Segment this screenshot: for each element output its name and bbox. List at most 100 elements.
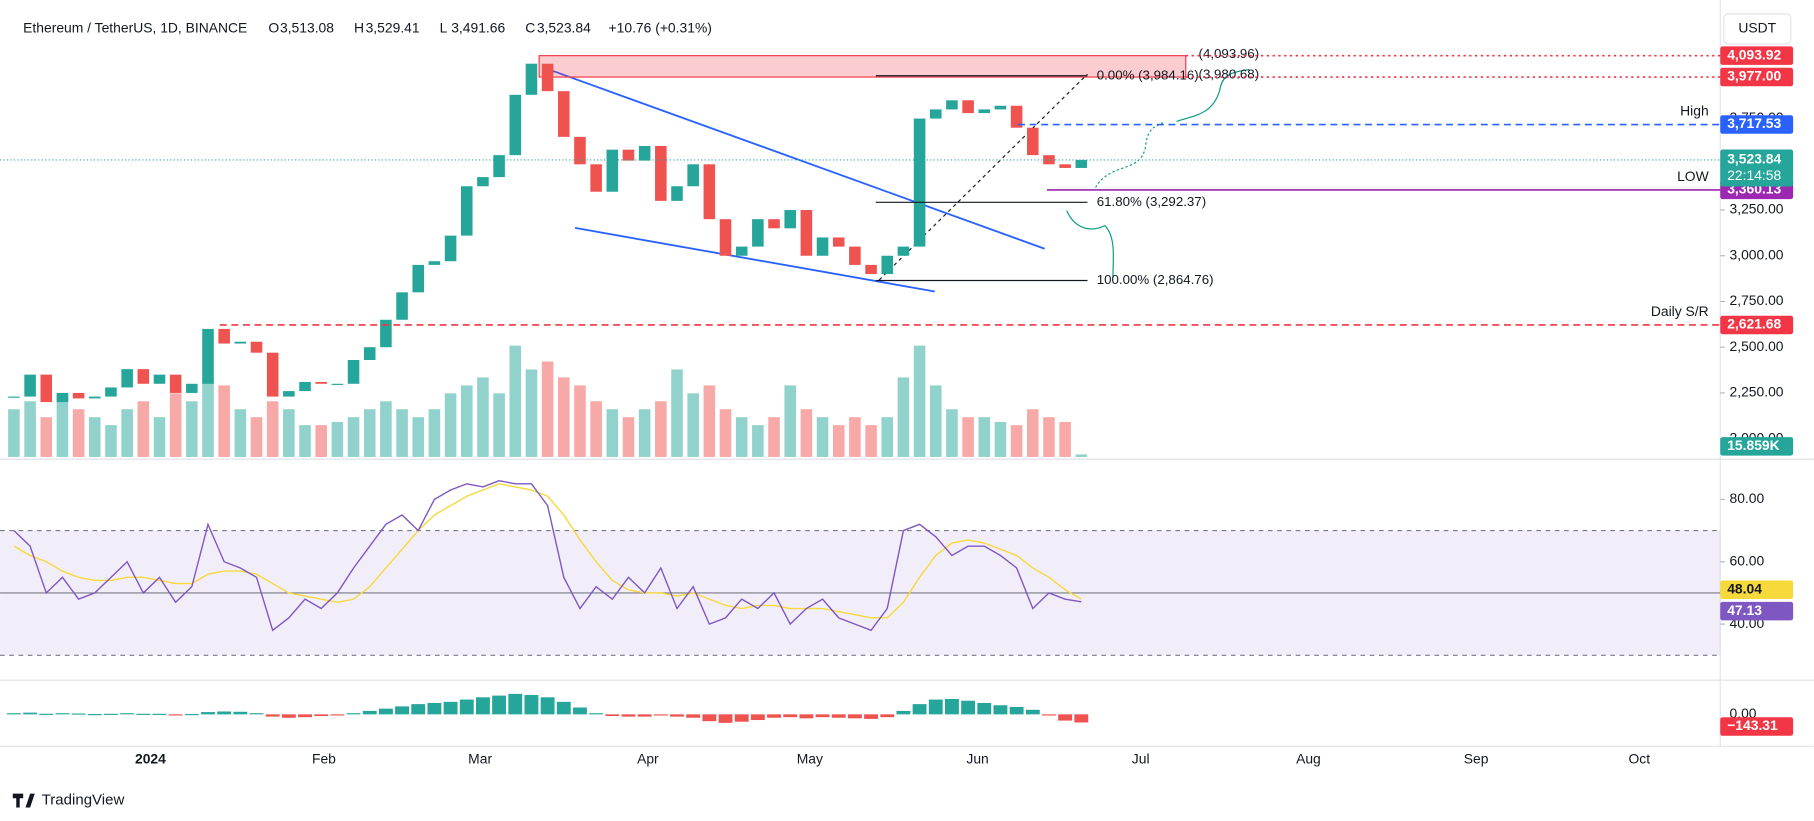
macd-bar (670, 714, 684, 717)
brand-name: TradingView (42, 791, 125, 808)
candle (622, 149, 635, 161)
x-tick-label: Apr (637, 751, 659, 767)
volume-bar (363, 409, 376, 457)
candle (768, 219, 780, 229)
candle (153, 374, 166, 384)
level-badge-bg (1720, 67, 1794, 87)
candle (444, 235, 457, 262)
candle (250, 341, 263, 353)
candle (509, 94, 522, 156)
level-badge: 2,621.68 (1727, 316, 1781, 332)
projection-path (1066, 210, 1114, 278)
macd-bar (508, 693, 523, 715)
x-tick-label: Aug (1296, 751, 1321, 767)
candle (105, 387, 117, 397)
currency-button[interactable] (1723, 13, 1792, 45)
candle (606, 149, 619, 192)
macd-bar (104, 713, 118, 715)
macd-bar (184, 714, 199, 716)
ohlc-value: 3,513.08 (280, 20, 334, 36)
volume-bar (186, 401, 198, 457)
macd-bar (249, 713, 264, 715)
candle (881, 255, 894, 275)
volume-bar (331, 421, 344, 457)
volume-badge-bg (1720, 437, 1794, 456)
macd-bar (880, 714, 895, 718)
candle (477, 177, 489, 187)
y-tick-label: 3,000.00 (1730, 246, 1784, 262)
x-tick-label: Jun (966, 751, 988, 767)
candle (800, 210, 813, 256)
candle (994, 105, 1007, 110)
fib-label: 100.00% (2,864.76) (1097, 272, 1214, 287)
macd-bar (168, 714, 183, 716)
candle (752, 219, 764, 247)
level-badge-bg (1720, 115, 1794, 134)
fib-label: 0.00% (3,984.16) (1097, 67, 1199, 82)
level-tag: High (1680, 102, 1709, 118)
macd-bar (87, 714, 102, 716)
volume-bar (929, 385, 942, 457)
level-badge: 3,717.53 (1727, 115, 1781, 131)
volume-bar (978, 417, 991, 457)
macd-bar (55, 713, 70, 715)
macd-bar (475, 697, 490, 715)
candle (703, 164, 716, 220)
volume-bar (541, 361, 554, 457)
volume-bar (8, 409, 20, 457)
macd-bar (136, 713, 151, 715)
macd-bar (815, 714, 830, 718)
macd-bar (6, 713, 21, 715)
candle (719, 219, 732, 256)
rsi-ma-badge: 48.04 (1727, 580, 1762, 596)
candle (315, 381, 327, 384)
candle (363, 347, 376, 361)
macd-bar (459, 699, 474, 715)
macd-bar (378, 708, 393, 715)
candle (218, 328, 230, 344)
volume-bar (752, 425, 764, 457)
volume-bar (558, 377, 570, 457)
currency[interactable]: USDT (1738, 20, 1776, 36)
macd-bar (217, 711, 232, 715)
candle (493, 155, 505, 178)
candle (428, 261, 441, 265)
macd-bar (1009, 706, 1024, 715)
candle (347, 360, 360, 384)
projection-path (1095, 122, 1164, 188)
macd-bar (653, 714, 668, 716)
macd-bar (718, 714, 733, 723)
macd-bar (621, 714, 636, 717)
ohlc-key: C (525, 20, 535, 36)
candle (849, 246, 861, 265)
macd-bar (847, 714, 862, 719)
level-badge: 4,093.92 (1727, 46, 1781, 62)
candle (186, 383, 198, 393)
x-tick-label: Jul (1132, 751, 1150, 767)
brand-logo (12, 793, 35, 808)
macd-bar (928, 699, 943, 715)
candle (525, 63, 538, 95)
macd-bar (556, 701, 571, 715)
candle (735, 246, 748, 256)
volume-bar (40, 417, 53, 457)
x-tick-label: 2024 (135, 751, 166, 767)
rsi-ma-badge-bg (1720, 580, 1794, 600)
volume-bar (1027, 409, 1039, 457)
candle (978, 109, 991, 114)
macd-bar (23, 712, 38, 715)
macd-bar (977, 702, 992, 715)
change: +10.76 (+0.31%) (609, 20, 712, 36)
x-tick-label: Feb (312, 751, 336, 767)
macd-bar (71, 713, 86, 715)
volume-bar (266, 401, 279, 457)
ohlc-value: 3,529.41 (366, 20, 420, 36)
x-tick-label: Sep (1464, 751, 1489, 767)
macd-bar (1042, 714, 1056, 716)
candle (638, 146, 651, 161)
candle (962, 100, 974, 114)
x-tick-label: Oct (1628, 751, 1650, 767)
candle (655, 146, 667, 201)
macd-bar (686, 714, 701, 718)
